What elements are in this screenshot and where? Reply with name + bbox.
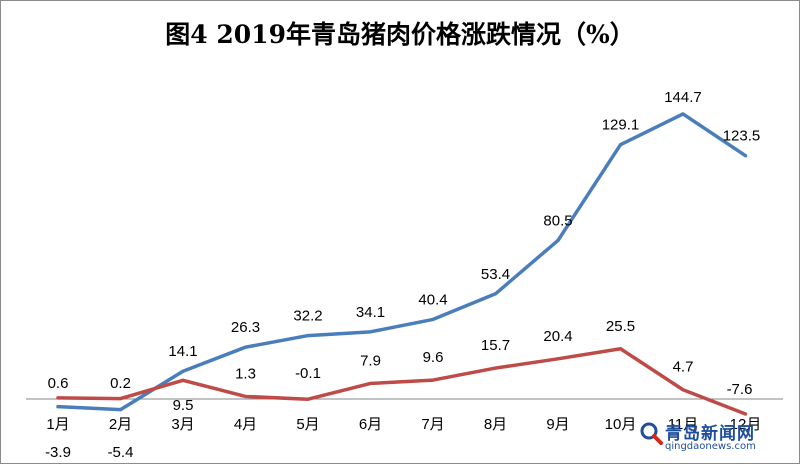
series-1-data-label: -5.4 <box>108 444 134 461</box>
series-1-data-label: -3.9 <box>45 444 71 461</box>
series-2-point <box>494 366 497 370</box>
series-2-data-label: 9.6 <box>423 349 444 366</box>
series-1-point <box>431 317 435 321</box>
x-tick-label: 7月 <box>421 416 444 433</box>
x-tick-label: 12月 <box>730 416 762 433</box>
series-2-point <box>744 412 747 416</box>
series-2-data-label: 7.9 <box>360 352 381 369</box>
watermark: 青岛新闻网 qingdaonews.com <box>639 419 789 455</box>
series-2-data-label: 0.2 <box>110 375 131 392</box>
x-tick-label: 11月 <box>668 416 699 433</box>
series-2-point <box>56 396 60 400</box>
series-2-data-label: 0.6 <box>48 375 69 392</box>
series-1-data-label: 32.2 <box>293 308 322 325</box>
series-1-data-label: 14.1 <box>168 343 197 360</box>
series-2-point <box>306 397 310 401</box>
series-1-data-label: 40.4 <box>418 291 447 308</box>
chart-title: 图4 2019年青岛猪肉价格涨跌情况（%） <box>165 20 635 49</box>
series-2-data-label: 4.7 <box>673 359 694 376</box>
x-tick-label: 10月 <box>605 416 637 433</box>
series-2-point <box>369 381 372 385</box>
series-2-data-label: -0.1 <box>295 365 321 382</box>
x-tick-label: 9月 <box>546 416 569 433</box>
series-1-point <box>619 143 622 147</box>
series-2-point <box>556 357 560 361</box>
series-1-line <box>56 112 748 412</box>
x-tick-label: 2月 <box>109 416 132 433</box>
series-1-point <box>369 330 372 334</box>
x-tick-label: 3月 <box>171 416 194 433</box>
series-2-point <box>431 378 435 382</box>
series-1-point <box>681 112 685 116</box>
series-1-data-label: 34.1 <box>356 304 385 321</box>
series-1-data-label: 80.5 <box>543 212 572 229</box>
series-2-point <box>619 347 622 351</box>
series-2-line <box>56 347 748 416</box>
series-2-data-label: -7.6 <box>727 381 753 398</box>
x-tick-label: 6月 <box>359 416 382 433</box>
series-1-point <box>744 154 747 158</box>
series-2-data-label: 15.7 <box>481 337 510 354</box>
series-2-data-label: 25.5 <box>606 318 635 335</box>
series-1-point <box>119 408 122 412</box>
series-1-point <box>494 292 497 296</box>
watermark-subtext: qingdaonews.com <box>665 441 756 452</box>
series-2-point <box>244 394 247 398</box>
series-1-data-label: 123.5 <box>723 128 761 145</box>
series-1-data-label: 129.1 <box>602 117 640 134</box>
magnifier-logo-icon <box>640 422 663 445</box>
series-1-point <box>556 238 560 242</box>
series-2-data-label: 20.4 <box>543 328 572 345</box>
series-2-data-label: 1.3 <box>235 365 256 382</box>
series-1-point <box>56 405 60 409</box>
series-1-point <box>306 334 310 338</box>
watermark-text: 青岛新闻网 <box>665 424 755 444</box>
x-tick-label: 1月 <box>46 416 69 433</box>
series-1-point <box>181 369 185 373</box>
series-1-data-label: 144.7 <box>664 89 702 106</box>
series-2-data-label: 9.5 <box>173 397 194 414</box>
series-1-data-label: 53.4 <box>481 266 510 283</box>
series-2-point <box>681 388 685 392</box>
series-1-data-label: 26.3 <box>231 319 260 336</box>
series-2-point <box>119 397 122 401</box>
x-tick-label: 5月 <box>296 416 319 433</box>
x-tick-label: 4月 <box>234 416 257 433</box>
x-tick-label: 8月 <box>484 416 507 433</box>
series-2-point <box>181 378 185 382</box>
series-1-point <box>244 345 247 349</box>
